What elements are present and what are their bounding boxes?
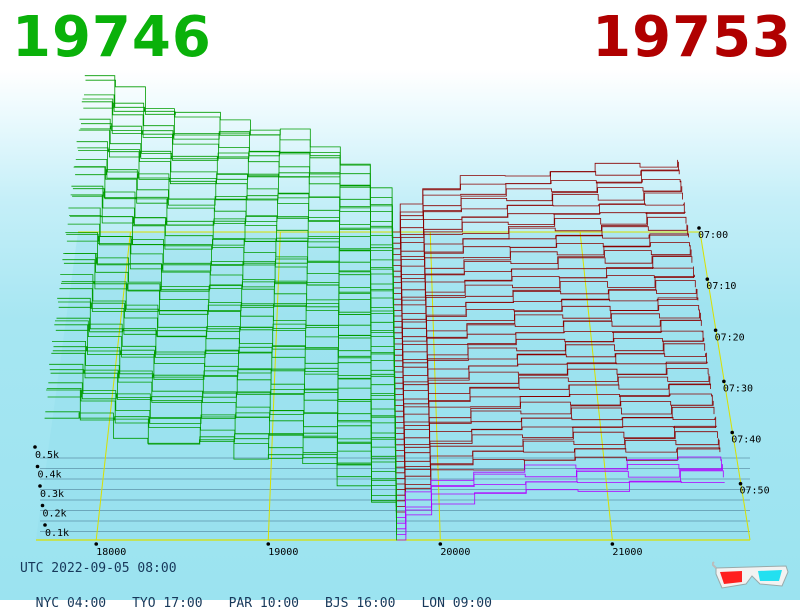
volume-tick-label: 0.5k [35,450,59,461]
ask-depth-line [396,438,719,502]
ask-depth-line [395,368,709,434]
utc-time: UTC 2022-09-05 08:00 [20,561,177,576]
price-tick-label: 21000 [612,547,642,558]
ask-depth-line [393,203,684,272]
bid-price: 19746 [12,5,212,70]
clock-nyc: NYC 04:00 [35,596,107,611]
clock-par: PAR 10:00 [228,596,300,611]
time-tick-label: 07:00 [698,230,728,241]
volume-tick-dot [38,484,42,488]
ask-depth-line [393,202,685,278]
ask-depth-line [394,267,694,334]
price-gridline [579,231,613,541]
time-tick-label: 07:10 [706,281,736,292]
ask-depth-line [393,245,691,317]
ask-depth-line [396,394,713,462]
ask-depth-line [397,480,725,541]
ask-depth-line [392,179,681,250]
price-tick-label: 19000 [268,547,298,558]
ask-depth-line [396,456,722,518]
ask-depth-line [395,330,703,395]
ask-depth-line [395,353,706,418]
ask-depth-line [396,416,717,485]
time-tick-dot [722,379,726,384]
time-tick-dot [697,226,701,230]
ask-depth-line [397,470,724,535]
clock-lon: LON 09:00 [421,596,492,611]
bid-depth-line [82,98,393,255]
ask-depth-line [394,309,700,378]
ask-depth-line [395,330,704,401]
volume-tick-dot [43,523,47,527]
price-tick-dot [94,542,99,546]
price-tick-dot [438,542,443,546]
ask-depth-line [394,305,700,373]
time-tick-dot [713,328,718,333]
ask-depth-line [396,393,712,457]
price-tick-label: 18000 [96,547,126,558]
ask-depth-line [395,343,706,412]
bid-depth-line [44,412,398,541]
ask-depth-line [393,216,687,289]
ask-depth-line [394,288,697,356]
ask-depth-line [393,192,683,266]
volume-tick-dot [40,503,45,508]
volume-tick-label: 0.2k [43,509,67,520]
grid-right-edge [699,231,751,541]
time-tick-label: 07:30 [723,383,753,394]
ask-depth-line [394,266,694,339]
ask-depth-line [396,417,716,479]
time-tick-label: 07:40 [731,435,761,446]
ask-depth-line [395,373,710,440]
clock-bjs: BJS 16:00 [325,596,396,611]
ask-depth-line [393,242,690,311]
world-clocks: NYC 04:00 TYO 17:00 PAR 10:00 BJS 16:00 LON … [20,581,518,611]
price-tick-label: 20000 [440,547,470,558]
ask-depth-line [394,280,696,350]
ask-depth-line [397,459,722,524]
ask-depth-line [392,159,678,233]
volume-tick-dot [33,445,37,449]
3d-glasses-icon[interactable] [712,560,792,594]
ask-depth-line [393,180,682,255]
bid-depth-line [83,102,393,250]
time-tick-label: 07:20 [715,332,745,343]
price-gridline [95,231,131,541]
time-tick-label: 07:50 [740,486,770,497]
ask-depth-line [395,352,707,423]
ask-depth-line [396,431,718,496]
price-tick-dot [610,542,615,546]
volume-tick-dot [35,464,40,469]
volume-tick-label: 0.3k [40,489,64,500]
clock-tyo: TYO 17:00 [132,596,203,611]
ask-depth-line [396,406,715,474]
time-tick-dot [730,430,734,435]
volume-tick-label: 0.1k [45,528,69,539]
time-tick-dot [738,481,743,486]
time-tick-dot [705,277,710,281]
ask-depth-line [393,224,688,294]
price-tick-dot [266,542,271,546]
ask-price: 19753 [592,5,792,70]
volume-tick-label: 0.4k [38,470,62,481]
chart-floor [36,232,750,540]
price-gridline [429,231,441,541]
